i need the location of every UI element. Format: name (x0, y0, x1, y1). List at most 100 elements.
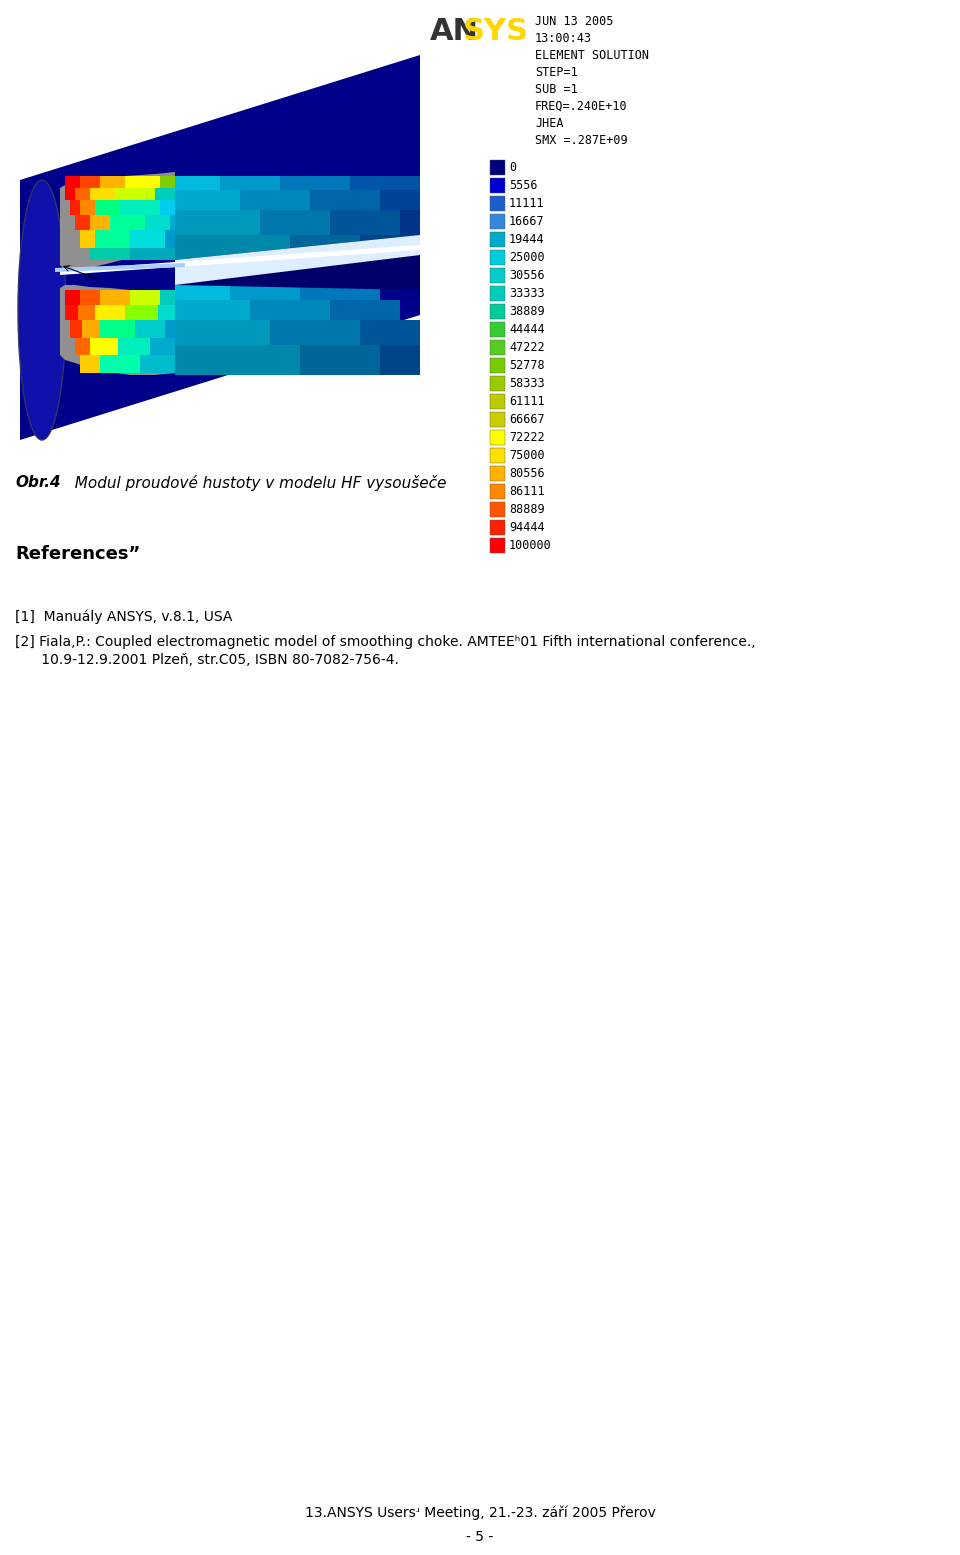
Text: [1]  Manuály ANSYS, v.8.1, USA: [1] Manuály ANSYS, v.8.1, USA (15, 610, 232, 625)
Bar (490, 448, 505, 463)
Polygon shape (75, 337, 90, 355)
Text: 16667: 16667 (509, 215, 544, 229)
Text: - 5 -: - 5 - (467, 1530, 493, 1544)
Polygon shape (160, 289, 175, 305)
Polygon shape (155, 188, 175, 201)
Polygon shape (160, 201, 175, 215)
Polygon shape (120, 201, 160, 215)
Polygon shape (175, 235, 420, 289)
Bar (490, 341, 505, 355)
Text: 75000: 75000 (509, 449, 544, 462)
Polygon shape (60, 246, 420, 275)
Text: 13:00:43: 13:00:43 (535, 33, 592, 45)
Bar (490, 376, 505, 390)
Polygon shape (100, 176, 125, 188)
Polygon shape (130, 247, 175, 260)
Polygon shape (175, 300, 250, 320)
Text: 58333: 58333 (509, 376, 544, 390)
Text: SMX =.287E+09: SMX =.287E+09 (535, 134, 628, 148)
Polygon shape (90, 188, 115, 201)
Text: 5556: 5556 (509, 179, 538, 191)
Polygon shape (158, 305, 175, 320)
Polygon shape (380, 190, 420, 210)
Bar (490, 431, 505, 445)
Text: 33333: 33333 (509, 288, 544, 300)
Polygon shape (70, 320, 82, 337)
Bar (490, 177, 505, 193)
Polygon shape (175, 190, 240, 210)
Polygon shape (140, 355, 175, 373)
Polygon shape (165, 320, 175, 337)
Text: 86111: 86111 (509, 485, 544, 498)
Text: Obr.4: Obr.4 (15, 474, 60, 490)
Text: 44444: 44444 (509, 323, 544, 336)
Polygon shape (100, 320, 135, 337)
Polygon shape (380, 345, 420, 375)
Polygon shape (90, 247, 130, 260)
Text: ELEMENT SOLUTION: ELEMENT SOLUTION (535, 50, 649, 62)
Ellipse shape (18, 180, 66, 440)
Text: 80556: 80556 (509, 466, 544, 480)
Polygon shape (65, 176, 80, 188)
Bar (490, 250, 505, 264)
Polygon shape (130, 289, 160, 305)
Polygon shape (145, 215, 170, 230)
Polygon shape (115, 188, 155, 201)
Polygon shape (75, 215, 90, 230)
Polygon shape (360, 320, 420, 345)
Text: SYS: SYS (463, 17, 529, 47)
Bar (490, 322, 505, 337)
Polygon shape (400, 210, 420, 235)
Text: SUB =1: SUB =1 (535, 82, 578, 96)
Text: 100000: 100000 (509, 540, 552, 552)
Polygon shape (160, 176, 175, 188)
Text: STEP=1: STEP=1 (535, 65, 578, 79)
Text: 13.ANSYS Usersʴ Meeting, 21.-23. září 2005 Přerov: 13.ANSYS Usersʴ Meeting, 21.-23. září 20… (304, 1505, 656, 1519)
Polygon shape (270, 320, 360, 345)
Polygon shape (230, 285, 300, 300)
Polygon shape (240, 190, 310, 210)
Polygon shape (70, 201, 80, 215)
Text: [2] Fiala,P.: Coupled electromagnetic model of smoothing choke. AMTEEʰ01 Fifth i: [2] Fiala,P.: Coupled electromagnetic mo… (15, 634, 756, 648)
Polygon shape (125, 176, 160, 188)
Polygon shape (65, 289, 80, 305)
Text: 61111: 61111 (509, 395, 544, 407)
Text: AN: AN (430, 17, 479, 47)
Polygon shape (80, 355, 100, 373)
Polygon shape (82, 320, 100, 337)
Polygon shape (310, 190, 380, 210)
Bar (490, 160, 505, 176)
Text: 30556: 30556 (509, 269, 544, 281)
Polygon shape (175, 235, 290, 264)
Polygon shape (55, 263, 185, 272)
Bar (490, 303, 505, 319)
Polygon shape (300, 285, 380, 300)
Text: 11111: 11111 (509, 197, 544, 210)
Polygon shape (250, 300, 330, 320)
Polygon shape (95, 201, 120, 215)
Text: 19444: 19444 (509, 233, 544, 246)
Text: 10.9-12.9.2001 Plzeň, str.C05, ISBN 80-7082-756-4.: 10.9-12.9.2001 Plzeň, str.C05, ISBN 80-7… (15, 653, 398, 667)
Text: 0: 0 (509, 162, 516, 174)
Polygon shape (290, 235, 360, 264)
Polygon shape (65, 188, 75, 201)
Polygon shape (260, 210, 330, 235)
Bar (490, 215, 505, 229)
Polygon shape (75, 188, 90, 201)
Polygon shape (90, 337, 118, 355)
Polygon shape (165, 230, 175, 247)
Polygon shape (80, 201, 95, 215)
Bar (490, 519, 505, 535)
Polygon shape (175, 320, 270, 345)
Text: 52778: 52778 (509, 359, 544, 372)
Text: 38889: 38889 (509, 305, 544, 319)
Polygon shape (220, 176, 280, 190)
Polygon shape (100, 355, 140, 373)
Polygon shape (60, 285, 175, 375)
Text: 47222: 47222 (509, 341, 544, 355)
Polygon shape (130, 230, 165, 247)
Bar (490, 286, 505, 302)
Polygon shape (330, 300, 400, 320)
Polygon shape (280, 176, 350, 190)
Polygon shape (150, 337, 175, 355)
